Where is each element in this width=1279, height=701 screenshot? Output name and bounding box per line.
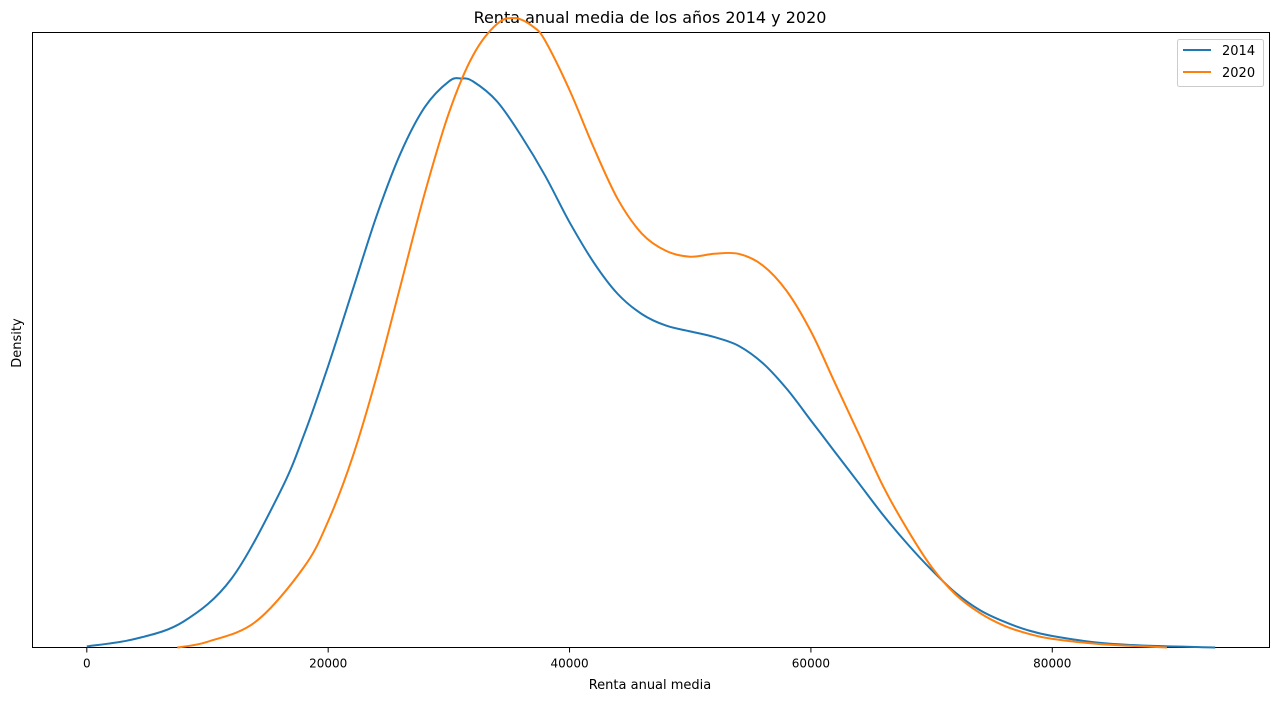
- y-axis-label: Density: [10, 318, 25, 368]
- x-tick-label-60000: 60000: [792, 657, 830, 671]
- legend-frame: [1177, 39, 1264, 87]
- x-tick-label-0: 0: [83, 657, 91, 671]
- x-tick-label-40000: 40000: [550, 657, 588, 671]
- x-axis-label: Renta anual media: [589, 678, 712, 693]
- series-layer: [86, 16, 1216, 649]
- legend: 2014 2020: [1177, 39, 1264, 87]
- x-axis: 0 20000 40000 60000 80000: [83, 647, 1071, 671]
- series-line-2014: [86, 77, 1216, 649]
- series-line-2020: [177, 16, 1167, 649]
- chart-title: Renta anual media de los años 2014 y 202…: [474, 8, 827, 27]
- plot-area-frame: [32, 32, 1270, 648]
- x-tick-label-80000: 80000: [1033, 657, 1071, 671]
- legend-label-2020: 2020: [1222, 66, 1255, 81]
- legend-label-2014: 2014: [1222, 44, 1255, 59]
- x-tick-label-20000: 20000: [309, 657, 347, 671]
